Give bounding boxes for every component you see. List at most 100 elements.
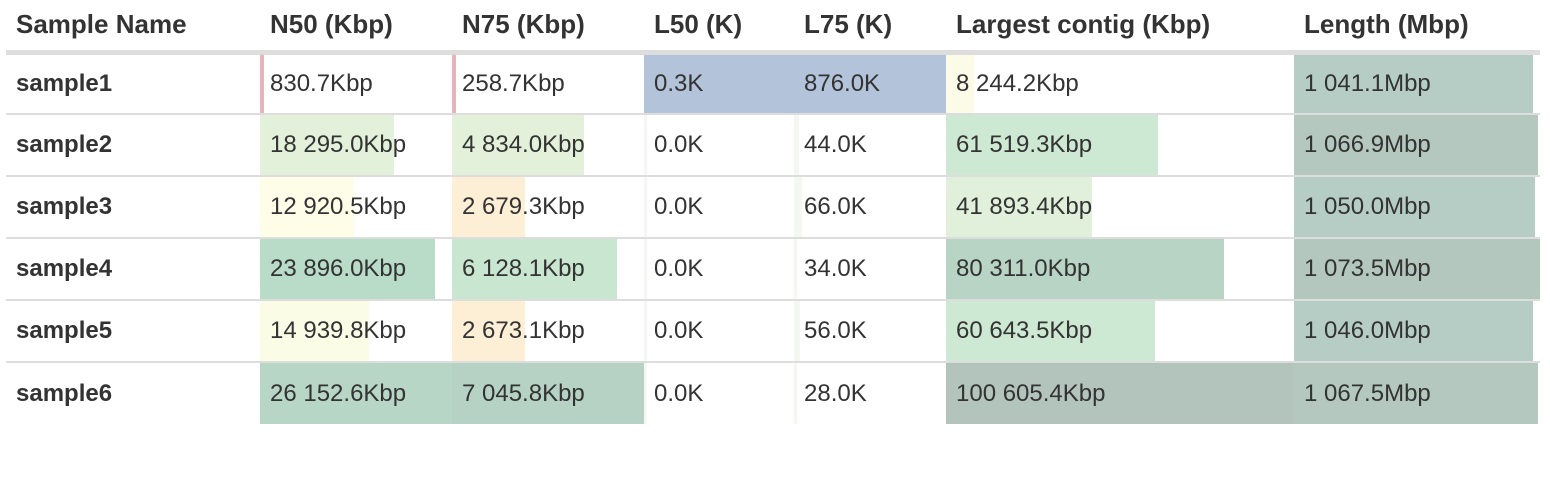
- l50-value-bar: [644, 302, 647, 361]
- n75-value: 2 673.1Kbp: [462, 317, 585, 344]
- n75-value-bar: [452, 302, 525, 361]
- l50-value-bar: [644, 116, 647, 175]
- largest-contig-cell: 100 605.4Kbp: [946, 361, 1294, 424]
- n50-value-bar: [260, 116, 395, 175]
- table-body: sample1 830.7Kbp 258.7Kbp 0.3K 876.0K 8 244.2…: [6, 52, 1540, 424]
- n75-value: 6 128.1Kbp: [462, 255, 585, 282]
- n75-value-bar: [452, 240, 618, 299]
- length-value: 1 066.9Mbp: [1304, 131, 1431, 158]
- largest-contig-value: 8 244.2Kbp: [956, 69, 1079, 97]
- largest-contig-value-bar: [946, 364, 1294, 424]
- n75-cell: 4 834.0Kbp: [452, 113, 644, 176]
- l75-cell: 876.0K: [794, 52, 946, 114]
- largest-contig-cell: 8 244.2Kbp: [946, 52, 1294, 114]
- l50-value: 0.0K: [654, 317, 704, 344]
- n75-cell: 2 673.1Kbp: [452, 299, 644, 362]
- header-row: Sample Name N50 (Kbp) N75 (Kbp) L50 (K) …: [6, 0, 1540, 55]
- n50-value: 26 152.6Kbp: [270, 379, 407, 407]
- l50-cell: 0.0K: [644, 299, 794, 362]
- n50-value: 18 295.0Kbp: [270, 131, 407, 158]
- column-header-n50[interactable]: N50 (Kbp): [260, 0, 452, 55]
- length-value-bar: [1294, 302, 1533, 361]
- column-header-l75[interactable]: L75 (K): [794, 0, 946, 55]
- n75-value-bar: [452, 178, 525, 237]
- largest-contig-value-bar: [946, 54, 974, 113]
- l50-value-bar: [644, 240, 647, 299]
- l75-cell: 66.0K: [794, 175, 946, 238]
- l75-cell: 34.0K: [794, 237, 946, 300]
- largest-contig-cell: 41 893.4Kbp: [946, 175, 1294, 238]
- l75-value: 876.0K: [804, 69, 881, 97]
- largest-contig-value: 80 311.0Kbp: [956, 255, 1091, 282]
- length-cell: 1 041.1Mbp: [1294, 52, 1540, 114]
- length-value: 1 050.0Mbp: [1304, 193, 1431, 220]
- n50-cell: 830.7Kbp: [260, 52, 452, 114]
- column-header-sample-name[interactable]: Sample Name: [6, 0, 260, 55]
- sample-name-cell: sample5: [6, 299, 260, 362]
- largest-contig-cell: 60 643.5Kbp: [946, 299, 1294, 362]
- l50-value: 0.0K: [654, 193, 704, 220]
- l75-value: 28.0K: [804, 379, 867, 407]
- length-cell: 1 050.0Mbp: [1294, 175, 1540, 238]
- n75-value: 4 834.0Kbp: [462, 131, 585, 158]
- table-row: sample6 26 152.6Kbp 7 045.8Kbp 0.0K 28.0K 100…: [6, 361, 1540, 424]
- n50-value-bar: [260, 178, 355, 237]
- l50-cell: 0.0K: [644, 175, 794, 238]
- sample-name-cell: sample1: [16, 69, 113, 97]
- largest-contig-value-bar: [946, 302, 1155, 361]
- n50-value-bar: [260, 54, 264, 113]
- n75-cell: 7 045.8Kbp: [452, 361, 644, 424]
- n75-value-bar: [452, 116, 585, 175]
- length-value: 1 073.5Mbp: [1304, 255, 1431, 282]
- n50-cell: 14 939.8Kbp: [260, 299, 452, 362]
- l50-value: 0.0K: [654, 379, 704, 407]
- n50-value: 23 896.0Kbp: [270, 255, 407, 282]
- n50-value-bar: [260, 240, 435, 299]
- table-row: sample2 18 295.0Kbp 4 834.0Kbp 0.0K 44.0K 61 …: [6, 113, 1540, 176]
- length-value-bar: [1294, 116, 1538, 175]
- l75-value-bar: [794, 302, 801, 361]
- assembly-stats-table: Sample Name N50 (Kbp) N75 (Kbp) L50 (K) …: [6, 0, 1540, 424]
- n75-cell: 6 128.1Kbp: [452, 237, 644, 300]
- n75-value-bar: [452, 364, 644, 424]
- l75-value-bar: [794, 178, 802, 237]
- largest-contig-value: 100 605.4Kbp: [956, 379, 1106, 407]
- sample-name-cell: sample3: [6, 175, 260, 238]
- l75-value-bar: [794, 364, 798, 424]
- table-row: sample4 23 896.0Kbp 6 128.1Kbp 0.0K 34.0K 80 …: [6, 237, 1540, 300]
- l50-value: 0.0K: [654, 131, 704, 158]
- sample-name-cell: sample4: [6, 237, 260, 300]
- l75-cell: 44.0K: [794, 113, 946, 176]
- l50-cell: 0.3K: [644, 52, 794, 114]
- largest-contig-value: 60 643.5Kbp: [956, 317, 1093, 344]
- n50-value: 14 939.8Kbp: [270, 317, 407, 344]
- n50-value: 12 920.5Kbp: [270, 193, 407, 220]
- n75-cell: 258.7Kbp: [452, 52, 644, 114]
- largest-contig-value-bar: [946, 240, 1225, 299]
- length-cell: 1 067.5Mbp: [1294, 361, 1540, 424]
- l75-value-bar: [794, 240, 798, 299]
- n50-cell: 23 896.0Kbp: [260, 237, 452, 300]
- n50-cell: 18 295.0Kbp: [260, 113, 452, 176]
- l75-value-bar: [794, 54, 946, 113]
- length-cell: 1 073.5Mbp: [1294, 237, 1540, 300]
- n75-value: 2 679.3Kbp: [462, 193, 585, 220]
- length-value-bar: [1294, 178, 1536, 237]
- l75-value: 56.0K: [804, 317, 867, 344]
- largest-contig-cell: 61 519.3Kbp: [946, 113, 1294, 176]
- n50-value-bar: [260, 302, 370, 361]
- l50-value-bar: [644, 178, 647, 237]
- length-cell: 1 046.0Mbp: [1294, 299, 1540, 362]
- length-value: 1 046.0Mbp: [1304, 317, 1431, 344]
- column-header-l50[interactable]: L50 (K): [644, 0, 794, 55]
- column-header-length[interactable]: Length (Mbp): [1294, 0, 1540, 55]
- l50-value-bar: [644, 54, 794, 113]
- n75-cell: 2 679.3Kbp: [452, 175, 644, 238]
- n75-value: 7 045.8Kbp: [462, 379, 585, 407]
- column-header-n75[interactable]: N75 (Kbp): [452, 0, 644, 55]
- n75-value-bar: [452, 54, 456, 113]
- l75-value: 66.0K: [804, 193, 867, 220]
- column-header-largest-contig[interactable]: Largest contig (Kbp): [946, 0, 1294, 55]
- n50-value: 830.7Kbp: [270, 69, 373, 97]
- largest-contig-value: 41 893.4Kbp: [956, 193, 1093, 220]
